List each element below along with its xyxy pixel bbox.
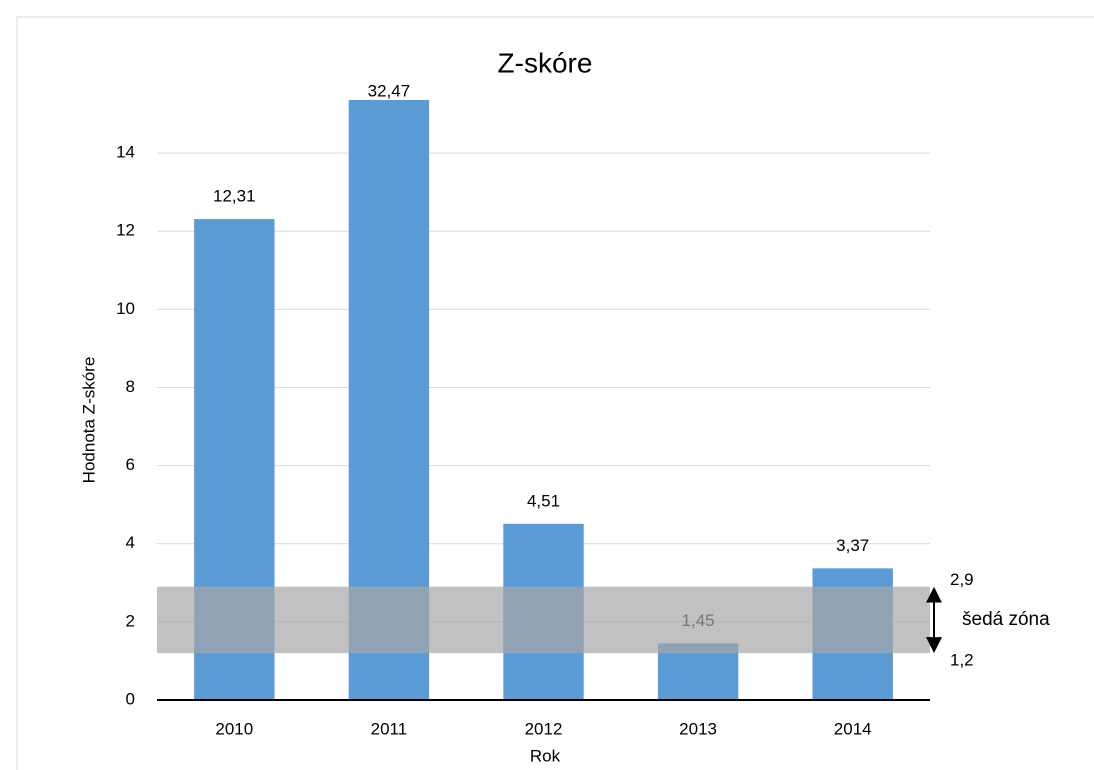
data-label: 32,47 — [368, 81, 411, 100]
zone-bottom-label: 1,2 — [950, 651, 974, 670]
y-tick-label: 6 — [126, 455, 135, 474]
y-tick-label: 2 — [126, 611, 135, 630]
overlay: 201012,31201132,4720124,5120131,4520143,… — [157, 81, 1050, 738]
x-tick-label: 2014 — [834, 719, 872, 738]
chart-title: Z-skóre — [498, 47, 593, 78]
x-tick-label: 2011 — [371, 719, 408, 738]
x-tick-label: 2012 — [525, 719, 563, 738]
data-label: 12,31 — [213, 187, 256, 206]
data-label: 3,37 — [836, 536, 869, 555]
x-axis-label: Rok — [530, 746, 561, 765]
y-tick-label: 14 — [116, 143, 135, 162]
gray-zone — [157, 586, 930, 654]
y-axis-label: Hodnota Z-skóre — [79, 357, 98, 484]
x-tick-label: 2013 — [679, 719, 717, 738]
data-label: 4,51 — [527, 491, 560, 510]
x-tick-label: 2010 — [215, 719, 253, 738]
y-tick-label: 12 — [116, 221, 135, 240]
y-tick-label: 10 — [116, 299, 135, 318]
zone-top-label: 2,9 — [950, 570, 974, 589]
chart-border — [16, 16, 1094, 770]
y-tick-label: 4 — [126, 533, 135, 552]
y-tick-label: 8 — [126, 377, 135, 396]
zone-label: šedá zóna — [962, 609, 1050, 630]
grid: 0 2 4 6 8 10 12 14 — [116, 143, 930, 708]
y-tick-label: 0 — [126, 689, 135, 708]
